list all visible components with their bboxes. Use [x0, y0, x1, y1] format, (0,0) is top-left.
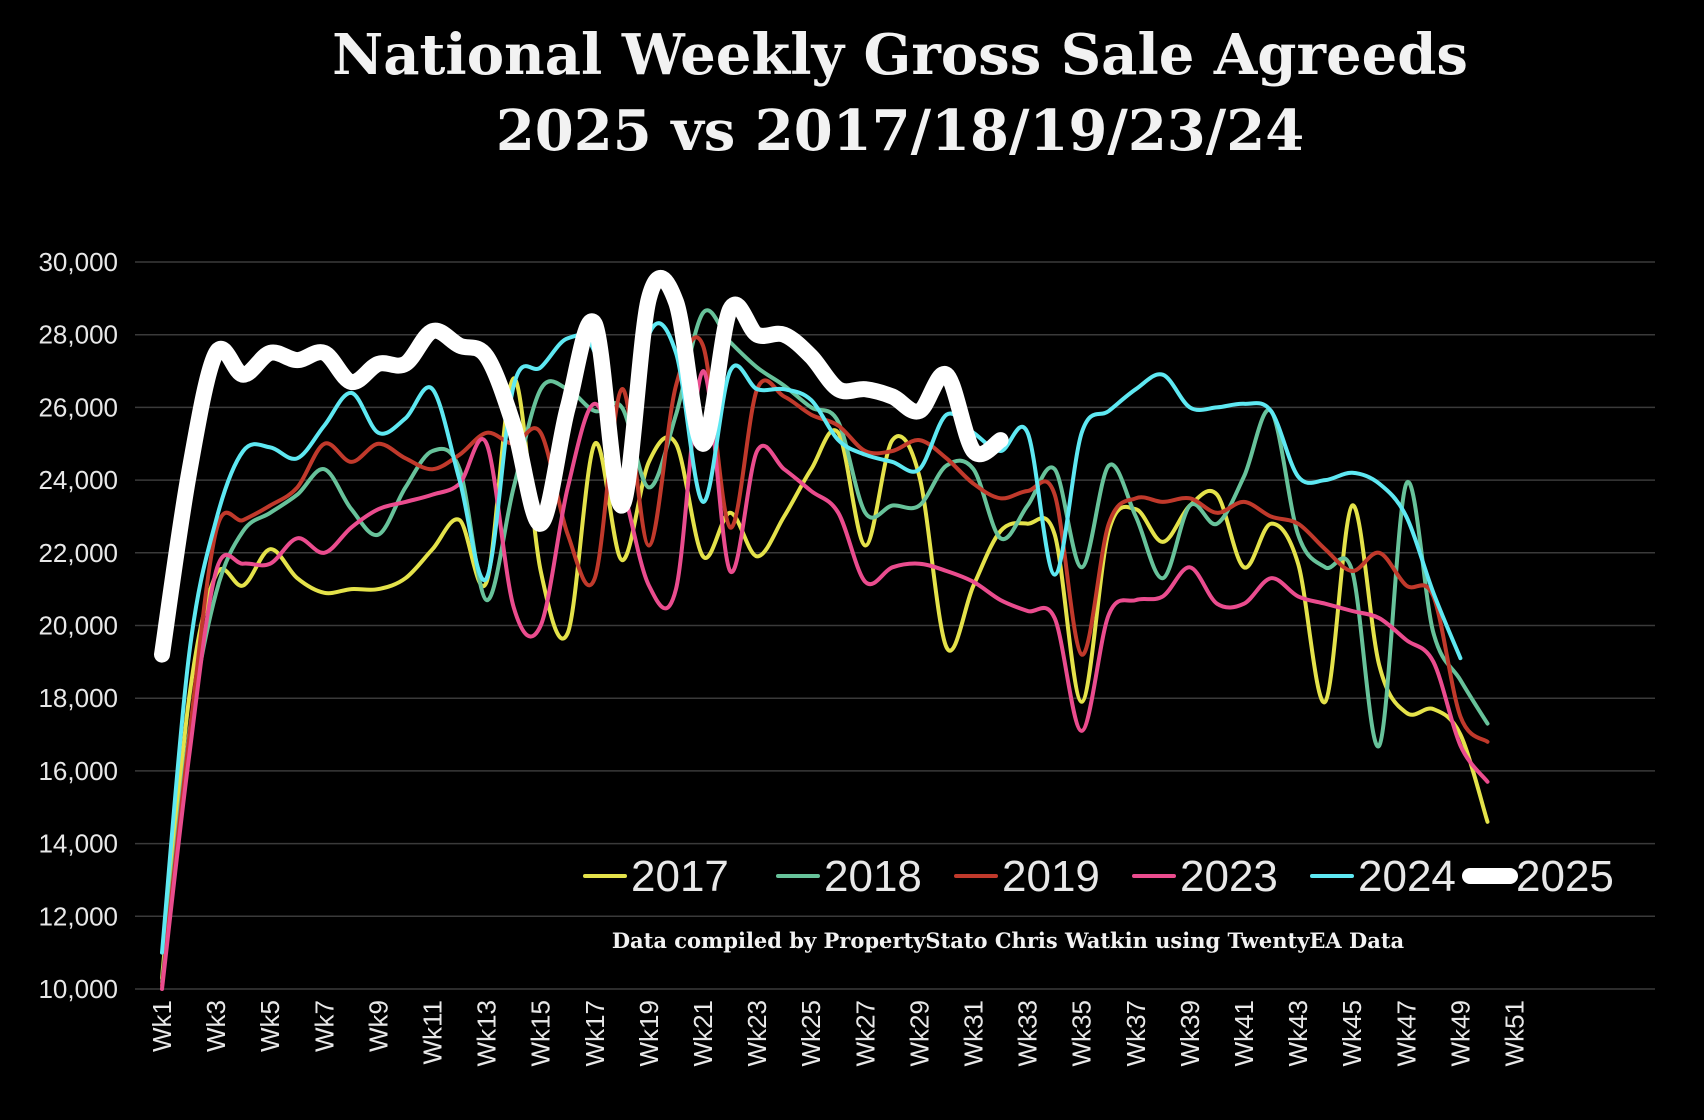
x-tick-label: Wk41 — [1229, 1000, 1259, 1066]
legend-label-2017: 2017 — [631, 852, 729, 901]
x-tick-label: Wk13 — [472, 1000, 502, 1066]
series-line-2023 — [160, 369, 1490, 991]
y-tick-label: 26,000 — [38, 392, 118, 422]
legend-label-2019: 2019 — [1002, 852, 1100, 901]
x-tick-label: Wk19 — [634, 1000, 664, 1066]
y-tick-label: 28,000 — [38, 320, 118, 350]
x-tick-label: Wk9 — [363, 1000, 393, 1052]
legend-label-2024: 2024 — [1358, 852, 1456, 901]
x-tick-label: Wk15 — [526, 1000, 556, 1066]
x-tick-label: Wk31 — [959, 1000, 989, 1066]
x-tick-label: Wk47 — [1391, 1000, 1421, 1066]
x-tick-label: Wk11 — [418, 1000, 448, 1065]
x-tick-label: Wk5 — [255, 1000, 285, 1052]
y-tick-label: 12,000 — [38, 901, 118, 931]
x-axis-ticks: Wk1 Wk3 Wk5 Wk7 Wk9 Wk11 Wk13 Wk15 Wk17 Wk19 Wk21 W… — [147, 1000, 1530, 1066]
x-tick-label: Wk29 — [904, 1000, 934, 1066]
x-tick-label: Wk51 — [1500, 1000, 1530, 1066]
x-tick-label: Wk7 — [309, 1000, 339, 1052]
x-tick-label: Wk17 — [580, 1000, 610, 1066]
x-tick-label: Wk23 — [742, 1000, 772, 1066]
data-source-note: Data compiled by PropertyStato Chris Wat… — [612, 928, 1405, 953]
x-tick-label: Wk1 — [147, 1000, 177, 1052]
x-tick-label: Wk43 — [1283, 1000, 1313, 1066]
legend-label-2023: 2023 — [1180, 852, 1278, 901]
x-tick-label: Wk21 — [688, 1000, 718, 1066]
y-tick-label: 10,000 — [38, 974, 118, 1004]
y-tick-label: 24,000 — [38, 465, 118, 495]
x-tick-label: Wk49 — [1445, 1000, 1475, 1066]
series-lines — [154, 269, 1490, 991]
series-line-2018 — [160, 308, 1490, 984]
x-tick-label: Wk27 — [850, 1000, 880, 1066]
x-tick-label: Wk35 — [1067, 1000, 1097, 1066]
y-tick-label: 20,000 — [38, 611, 118, 641]
x-tick-label: Wk45 — [1337, 1000, 1367, 1066]
y-tick-label: 16,000 — [38, 756, 118, 786]
legend-label-2025: 2025 — [1516, 852, 1614, 901]
series-line-2025 — [154, 269, 1009, 663]
legend: 2017 2018 2019 2023 2024 2025 — [583, 852, 1614, 901]
y-tick-label: 14,000 — [38, 829, 118, 859]
x-tick-label: Wk25 — [796, 1000, 826, 1066]
series-line-2017 — [160, 376, 1490, 981]
legend-label-2018: 2018 — [824, 852, 922, 901]
series-line-2024 — [160, 321, 1463, 955]
y-tick-label: 22,000 — [38, 538, 118, 568]
x-tick-label: Wk3 — [201, 1000, 231, 1052]
series-line-2019 — [160, 335, 1490, 988]
chart-title-line2: 2025 vs 2017/18/19/23/24 — [496, 98, 1304, 164]
x-tick-label: Wk39 — [1175, 1000, 1205, 1066]
y-axis-ticks: 10,000 12,000 14,000 16,000 18,000 20,000 22,0… — [38, 247, 118, 1004]
x-tick-label: Wk37 — [1121, 1000, 1151, 1066]
x-tick-label: Wk33 — [1013, 1000, 1043, 1066]
y-tick-label: 18,000 — [38, 683, 118, 713]
chart-title-line1: National Weekly Gross Sale Agreeds — [332, 22, 1468, 88]
y-tick-label: 30,000 — [38, 247, 118, 277]
